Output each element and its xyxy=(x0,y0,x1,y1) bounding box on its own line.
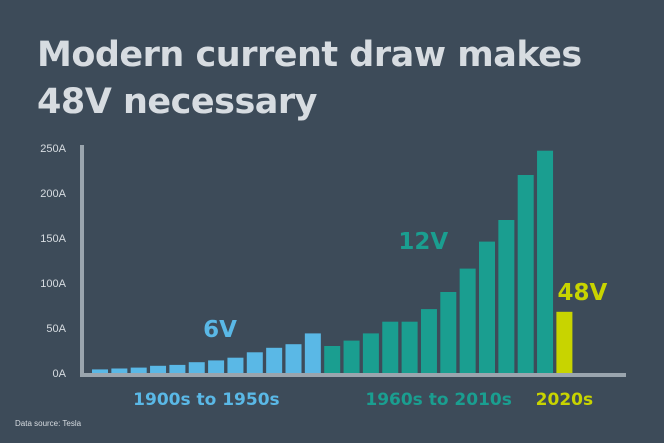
era-label-48v: 2020s xyxy=(536,390,593,410)
era-label-6v: 1900s to 1950s xyxy=(133,390,280,410)
bar-12v-6 xyxy=(420,309,437,373)
bar-12v-5 xyxy=(401,321,418,373)
voltage-label-12v: 12V xyxy=(398,229,448,255)
title-line-2: 48V necessary xyxy=(37,82,317,122)
bar-12v-2 xyxy=(343,340,360,373)
bar-6v-11 xyxy=(285,344,302,373)
bar-12v-10 xyxy=(498,220,515,373)
bar-6v-1 xyxy=(92,369,108,373)
data-source-note: Data source: Tesla xyxy=(15,419,82,428)
bar-12v-11 xyxy=(517,175,534,373)
y-tick-label: 50A xyxy=(46,323,66,335)
bar-6v-7 xyxy=(208,360,225,373)
y-tick-label: 100A xyxy=(40,278,66,290)
era-label-12v: 1960s to 2010s xyxy=(365,390,512,410)
y-tick-label: 250A xyxy=(40,143,66,155)
bar-12v-4 xyxy=(382,321,399,373)
bar-6v-6 xyxy=(188,362,205,373)
bar-6v-10 xyxy=(266,347,283,373)
bar-12v-9 xyxy=(479,241,495,373)
bar-12v-1 xyxy=(324,346,341,373)
bar-48v-1 xyxy=(556,311,573,373)
voltage-label-6v: 6V xyxy=(203,317,237,343)
title-line-1: Modern current draw makes xyxy=(37,35,582,75)
bar-12v-8 xyxy=(459,268,476,373)
y-tick-label: 0A xyxy=(53,368,67,380)
bar-12v-3 xyxy=(362,333,379,373)
y-tick-label: 150A xyxy=(40,233,66,245)
bar-6v-9 xyxy=(246,352,263,373)
bar-6v-3 xyxy=(130,367,147,373)
bar-12v-12 xyxy=(537,150,554,373)
voltage-label-48v: 48V xyxy=(557,280,607,306)
bar-6v-4 xyxy=(150,365,167,373)
y-tick-label: 200A xyxy=(40,188,66,200)
bar-6v-8 xyxy=(227,357,244,373)
bar-6v-5 xyxy=(169,364,186,373)
y-axis-line xyxy=(80,145,84,376)
x-axis-line xyxy=(80,373,626,377)
bar-6v-2 xyxy=(111,368,128,373)
chart-title: Modern current draw makes 48V necessary xyxy=(37,32,637,126)
bar-12v-7 xyxy=(440,292,457,373)
bar-6v-12 xyxy=(304,333,321,373)
